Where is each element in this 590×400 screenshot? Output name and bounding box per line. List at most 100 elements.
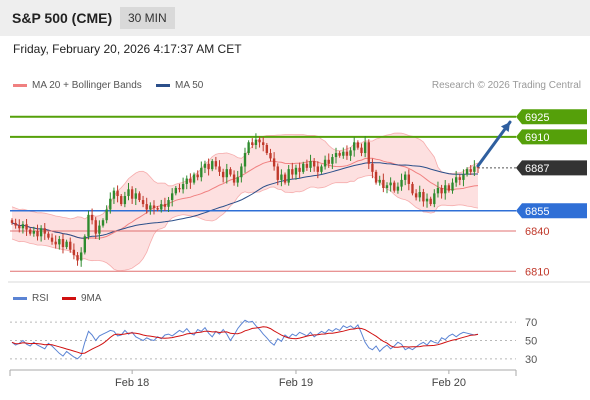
- candle-body: [138, 193, 141, 201]
- candle-body: [327, 159, 330, 164]
- candle-body: [243, 153, 247, 167]
- candle-body: [211, 161, 214, 170]
- candle-body: [451, 182, 454, 191]
- legend-rsi-ma: 9MA: [62, 293, 102, 304]
- x-tick-label: Feb 20: [432, 377, 466, 389]
- candle-body: [265, 144, 269, 154]
- candle-body: [374, 171, 378, 183]
- candle-body: [404, 174, 407, 180]
- bollinger-lower-line: [11, 175, 479, 272]
- candle-body: [382, 179, 385, 188]
- candle-body: [334, 153, 338, 158]
- candle-body: [160, 204, 163, 210]
- candle-body: [371, 163, 374, 172]
- candle-body: [43, 228, 46, 234]
- candle-body: [393, 182, 396, 191]
- legend-bollinger-label: MA 20 + Bollinger Bands: [32, 80, 142, 91]
- candle-body: [240, 166, 243, 178]
- candle-body: [389, 182, 392, 186]
- candle-body: [331, 157, 334, 164]
- level-label-6840: 6840: [525, 226, 549, 238]
- candle-body: [425, 198, 429, 202]
- candle-body: [320, 166, 323, 172]
- candle-body: [221, 171, 225, 178]
- rsi-tick-label-50: 50: [525, 336, 537, 348]
- candle-body: [225, 169, 228, 178]
- candle-body: [254, 139, 258, 145]
- candle-body: [316, 166, 319, 172]
- candle-body: [185, 178, 188, 184]
- candle-body: [291, 169, 294, 175]
- candle-body: [305, 163, 309, 168]
- candle-body: [436, 187, 440, 194]
- ma50-swatch: [156, 83, 170, 87]
- candle-body: [465, 169, 469, 175]
- timeframe-button[interactable]: 30 MIN: [120, 7, 175, 29]
- candle-body: [214, 161, 218, 167]
- candle-body: [141, 200, 145, 205]
- candle-body: [14, 222, 17, 226]
- candle-body: [396, 186, 400, 191]
- candle-body: [349, 150, 352, 156]
- candle-body: [312, 161, 316, 167]
- candle-body: [50, 237, 54, 242]
- candle-body: [276, 166, 279, 180]
- candle-body: [411, 183, 414, 194]
- candle-body: [112, 190, 116, 199]
- level-tag-6855: [516, 203, 587, 219]
- candle-body: [101, 220, 105, 226]
- candle-body: [109, 198, 112, 210]
- candle-body: [105, 209, 108, 221]
- candle-body: [345, 151, 349, 156]
- candle-body: [174, 187, 178, 194]
- candle-body: [25, 224, 28, 230]
- candle-body: [218, 166, 221, 172]
- candle-body: [189, 178, 192, 183]
- candle-body: [98, 225, 101, 234]
- candle-body: [283, 174, 287, 183]
- level-label-6925: 6925: [525, 112, 549, 124]
- candle-body: [79, 252, 83, 261]
- candle-body: [76, 255, 79, 261]
- rsi-ma-swatch: [62, 296, 76, 300]
- level-label-6910: 6910: [525, 132, 549, 144]
- ma20-line: [11, 157, 479, 240]
- bollinger-band-fill: [12, 133, 478, 271]
- candle-body: [469, 169, 472, 172]
- ma50-line: [11, 162, 478, 239]
- source-credit: Research © 2026 Trading Central: [431, 80, 581, 91]
- candle-body: [262, 142, 265, 145]
- rsi-swatch: [13, 296, 27, 300]
- candle-body: [10, 220, 14, 223]
- instrument-title: S&P 500 (CME): [12, 10, 113, 26]
- candle-body: [69, 241, 72, 250]
- candle-body: [149, 205, 152, 210]
- candle-body: [65, 241, 68, 248]
- x-tick-label: Feb 19: [279, 377, 313, 389]
- rsi-line: [11, 319, 479, 360]
- candle-body: [120, 196, 123, 205]
- candle-body: [414, 193, 418, 198]
- candle-body: [433, 193, 436, 205]
- candle-body: [90, 214, 94, 221]
- candle-body: [200, 167, 203, 178]
- legend-bollinger: MA 20 + Bollinger Bands: [13, 80, 142, 91]
- candle-body: [29, 229, 32, 234]
- candle-body: [367, 142, 370, 164]
- candle-body: [385, 185, 389, 188]
- candle-body: [342, 151, 345, 156]
- timestamp-line: Friday, February 20, 2026 4:17:37 AM CET: [13, 42, 242, 56]
- bollinger-swatch: [13, 83, 27, 87]
- level-label-6887: 6887: [525, 163, 549, 175]
- candle-body: [145, 204, 148, 210]
- candle-body: [32, 230, 36, 234]
- candle-body: [353, 142, 356, 151]
- legend-rsi: RSI: [13, 293, 49, 304]
- candle-body: [54, 241, 57, 245]
- candle-body: [236, 177, 239, 183]
- candle-body: [247, 142, 250, 154]
- candle-body: [422, 192, 425, 202]
- candle-body: [130, 189, 134, 199]
- candle-body: [232, 174, 236, 183]
